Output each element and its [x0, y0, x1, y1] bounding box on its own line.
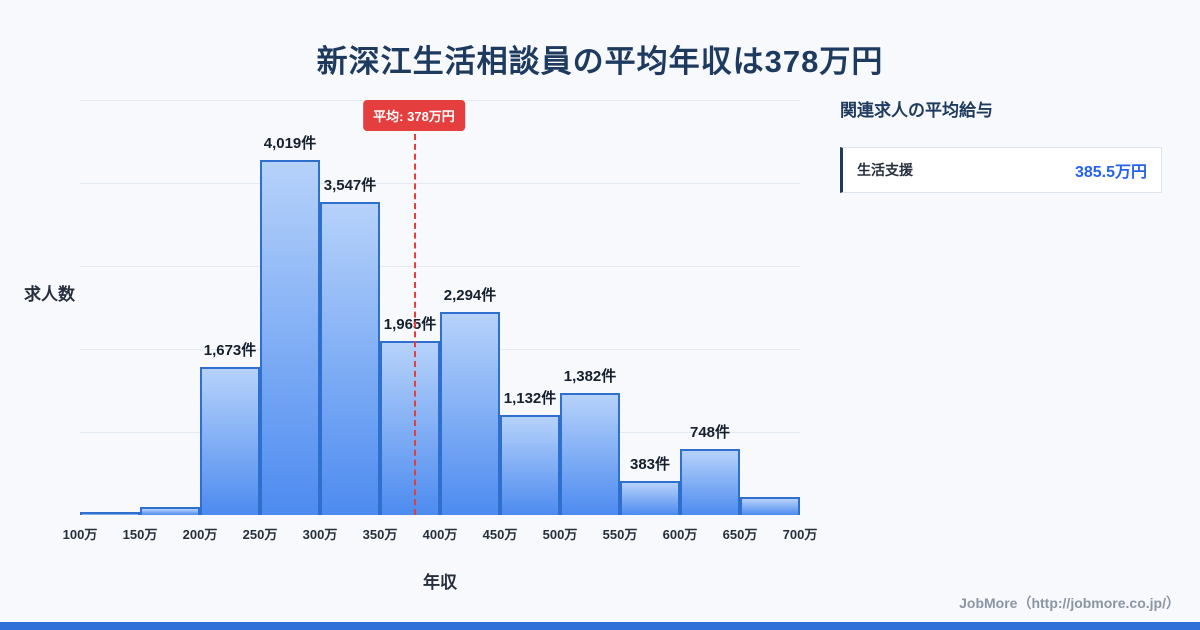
- histogram-bar: [140, 507, 200, 515]
- related-job-value: 385.5万円: [1074, 164, 1147, 181]
- histogram-bar: [380, 341, 440, 515]
- histogram-bar: [740, 497, 800, 515]
- bar-value-label: 1,382件: [563, 368, 617, 385]
- histogram-bar: [560, 393, 620, 515]
- x-tick-label: 450万: [482, 527, 518, 542]
- bar-value-label: 1,673件: [203, 342, 257, 359]
- bottom-accent-bar: [0, 622, 1200, 630]
- x-tick-label: 300万: [302, 527, 338, 542]
- x-tick-label: 500万: [542, 527, 578, 542]
- x-tick-label: 100万: [62, 527, 98, 542]
- x-tick-label: 600万: [662, 527, 698, 542]
- bar-value-label: 1,132件: [503, 390, 557, 407]
- histogram-bar: [500, 415, 560, 515]
- related-jobs-heading: 関連求人の平均給与: [840, 101, 993, 120]
- average-badge: 平均: 378万円: [363, 100, 465, 131]
- x-axis-label: 年収: [423, 573, 457, 592]
- average-line: [414, 134, 416, 515]
- bar-value-label: 3,547件: [323, 177, 377, 194]
- histogram-bar: [200, 367, 260, 515]
- histogram-bar: [620, 481, 680, 515]
- histogram-bar: [440, 312, 500, 515]
- gridline: [80, 183, 800, 184]
- x-axis-ticks: 100万 150万 200万 250万 300万 350万 400万 450万 500万 550万…: [63, 524, 818, 544]
- histogram-bar: [320, 202, 380, 515]
- bar-value-label: 1,965件: [383, 316, 437, 333]
- histogram-bar: [80, 512, 140, 515]
- related-job-card: 生活支援 385.5万円: [840, 147, 1162, 193]
- bar-value-label: 748件: [689, 424, 731, 441]
- x-tick-label: 650万: [722, 527, 758, 542]
- histogram-chart: 1,673件 4,019件 3,547件 1,965件 2,294件 1,132件 1,38…: [80, 100, 800, 515]
- x-tick-label: 200万: [182, 527, 218, 542]
- x-tick-label: 700万: [782, 527, 818, 542]
- x-tick-label: 150万: [122, 527, 158, 542]
- related-job-label: 生活支援: [857, 162, 913, 178]
- histogram-bar: [260, 160, 320, 515]
- x-tick-label: 550万: [602, 527, 638, 542]
- footer-credit: JobMore（http://jobmore.co.jp/）: [959, 595, 1180, 611]
- y-axis-label: 求人数: [24, 285, 75, 304]
- x-tick-label: 350万: [362, 527, 398, 542]
- x-tick-label: 250万: [242, 527, 278, 542]
- bar-value-label: 4,019件: [263, 135, 317, 152]
- page-title: 新深江生活相談員の平均年収は378万円: [316, 44, 884, 79]
- gridline: [80, 266, 800, 267]
- histogram-bar: [680, 449, 740, 515]
- bar-value-label: 2,294件: [443, 287, 497, 304]
- related-jobs-panel: 関連求人の平均給与 生活支援 385.5万円: [840, 96, 1162, 193]
- bar-value-label: 383件: [629, 456, 671, 473]
- x-tick-label: 400万: [422, 527, 458, 542]
